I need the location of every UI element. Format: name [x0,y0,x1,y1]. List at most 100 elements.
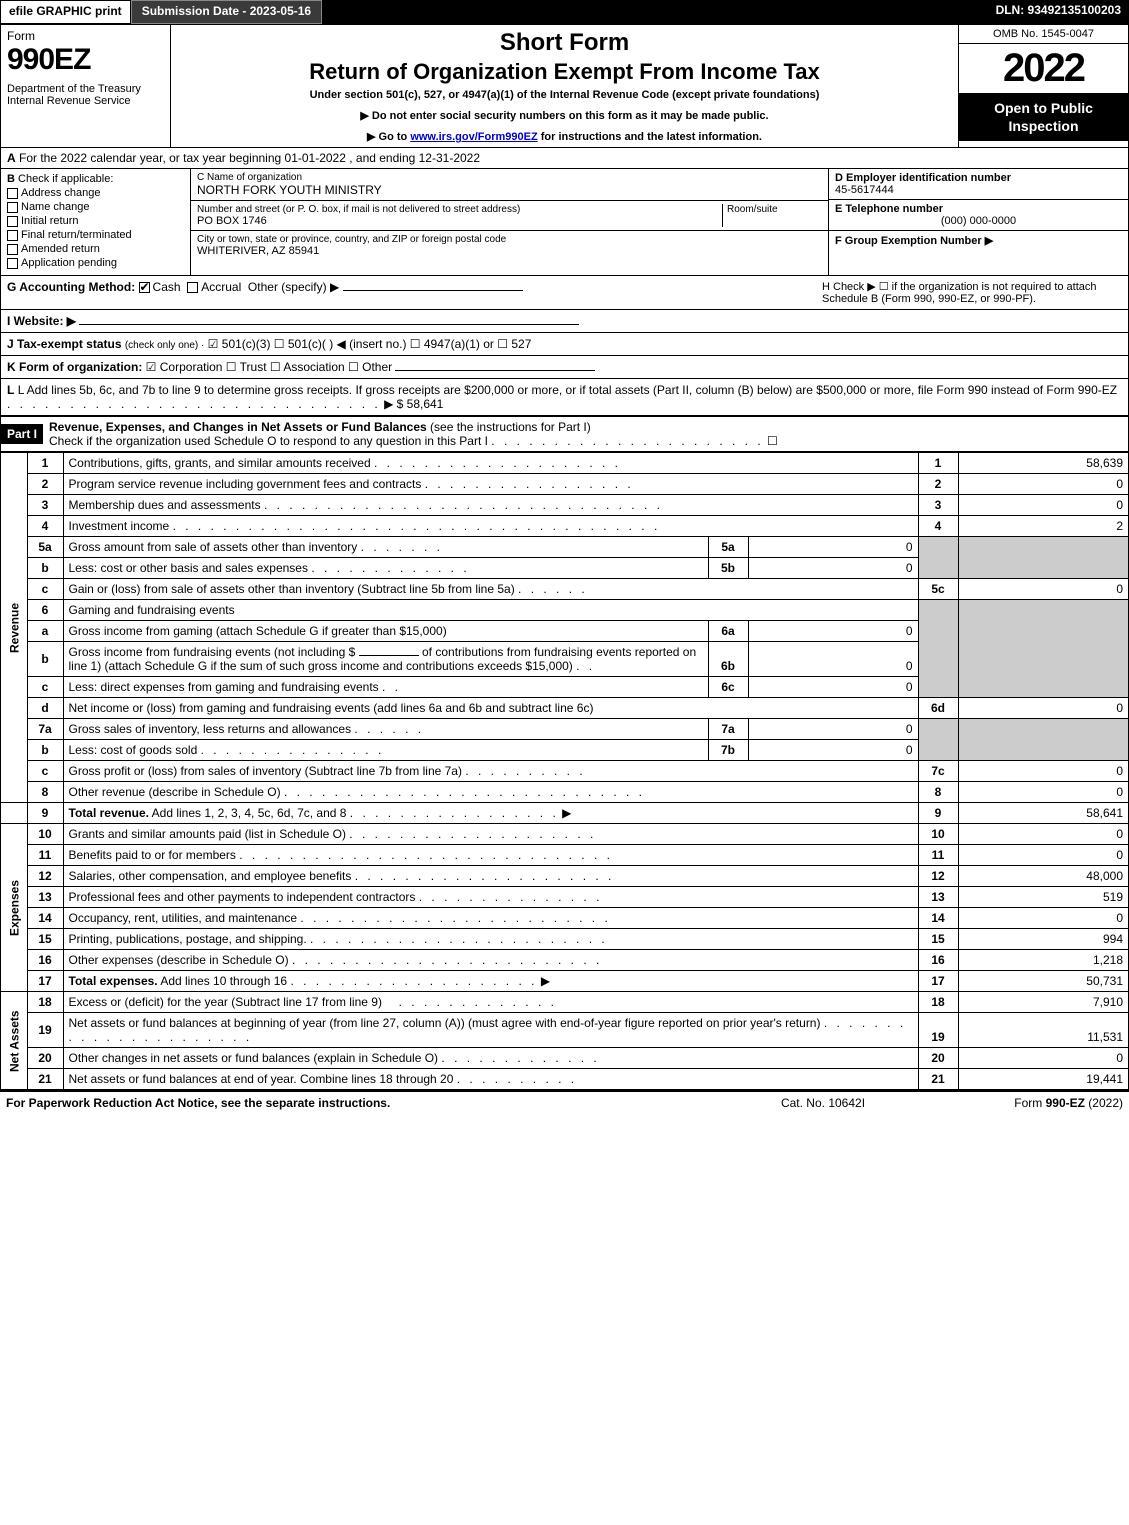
row-a-text: For the 2022 calendar year, or tax year … [19,151,480,165]
omb-number: OMB No. 1545-0047 [959,25,1128,44]
chk-final-return[interactable]: Final return/terminated [7,229,184,241]
line-12-val: 48,000 [958,866,1128,887]
form-of-org-label: K Form of organization: [7,360,142,374]
line-6d-no: d [27,698,63,719]
line-15-rno: 15 [918,929,958,950]
ein-label: D Employer identification number [835,172,1011,184]
line-1-no: 1 [27,453,63,474]
line-17-val: 50,731 [958,971,1128,992]
line-7b-desc: Less: cost of goods sold [69,743,198,757]
line-6d: d Net income or (loss) from gaming and f… [1,698,1128,719]
row-j: J Tax-exempt status (check only one) · ☑… [1,332,1128,356]
side-expenses: Expenses [1,824,27,992]
line-6a-sub: 6a [708,621,748,642]
line-16-desc: Other expenses (describe in Schedule O) [69,953,289,967]
line-13-val: 519 [958,887,1128,908]
submission-date-button[interactable]: Submission Date - 2023-05-16 [131,0,322,24]
line-5a-no: 5a [27,537,63,558]
accrual-label: Accrual [201,280,241,294]
line-9-desc: Total revenue. [69,806,149,820]
chk-name-change[interactable]: Name change [7,201,184,213]
part-1-table: Revenue 1 Contributions, gifts, grants, … [1,452,1128,1090]
line-6d-rno: 6d [918,698,958,719]
line-19-desc: Net assets or fund balances at beginning… [69,1016,821,1030]
line-11-no: 11 [27,845,63,866]
line-7c-rno: 7c [918,761,958,782]
dln-label: DLN: 93492135100203 [988,0,1129,24]
section-b-label: B [7,173,15,185]
line-9-rno: 9 [918,803,958,824]
line-3-desc: Membership dues and assessments [69,498,261,512]
line-5c-dots: . . . . . . [518,582,588,596]
efile-print-button[interactable]: efile GRAPHIC print [0,0,131,24]
line-1-rno: 1 [918,453,958,474]
org-name-value: NORTH FORK YOUTH MINISTRY [197,183,822,197]
line-6d-val: 0 [958,698,1128,719]
line-17: 17 Total expenses. Add lines 10 through … [1,971,1128,992]
line-7a-desc: Gross sales of inventory, less returns a… [69,722,352,736]
line-5c-no: c [27,579,63,600]
line-7a: 7a Gross sales of inventory, less return… [1,719,1128,740]
line-14: 14 Occupancy, rent, utilities, and maint… [1,908,1128,929]
line-7b-subval: 0 [748,740,918,761]
phone-label: E Telephone number [835,203,943,215]
line-21: 21 Net assets or fund balances at end of… [1,1069,1128,1090]
chk-initial-return[interactable]: Initial return [7,215,184,227]
chk-cash[interactable] [139,282,150,293]
irs-label: Internal Revenue Service [7,95,164,107]
room-suite-label: Room/suite [722,204,822,227]
line-14-no: 14 [27,908,63,929]
street-value: PO BOX 1746 [197,215,722,227]
line-4-rno: 4 [918,516,958,537]
row-l-arrow: ▶ $ [384,397,403,411]
line-5b-sub: 5b [708,558,748,579]
line-6b-subval: 0 [748,642,918,677]
line-14-dots: . . . . . . . . . . . . . . . . . . . . … [300,911,610,925]
line-7c-no: c [27,761,63,782]
line-4-dots: . . . . . . . . . . . . . . . . . . . . … [173,519,661,533]
line-19-val: 11,531 [958,1013,1128,1048]
line-9-arrow: ▶ [562,806,571,820]
line-1: Revenue 1 Contributions, gifts, grants, … [1,453,1128,474]
line-5a-dots: . . . . . . . [361,540,443,554]
side-net-assets: Net Assets [1,992,27,1090]
line-11: 11 Benefits paid to or for members . . .… [1,845,1128,866]
line-5a-subval: 0 [748,537,918,558]
form-container: Form 990EZ Department of the Treasury In… [0,24,1129,1091]
line-9-dots: . . . . . . . . . . . . . . . . . [350,806,559,820]
street-label: Number and street (or P. O. box, if mail… [197,204,722,215]
form-title: Return of Organization Exempt From Incom… [179,59,950,85]
chk-amended-return[interactable]: Amended return [7,243,184,255]
line-18-desc: Excess or (deficit) for the year (Subtra… [69,995,382,1009]
chk-address-change[interactable]: Address change [7,187,184,199]
tax-exempt-sub: (check only one) · [125,340,204,351]
line-18-no: 18 [27,992,63,1013]
line-20-rno: 20 [918,1048,958,1069]
chk-application-pending[interactable]: Application pending [7,257,184,269]
line-12-dots: . . . . . . . . . . . . . . . . . . . . … [355,869,615,883]
line-12: 12 Salaries, other compensation, and emp… [1,866,1128,887]
line-5a: 5a Gross amount from sale of assets othe… [1,537,1128,558]
line-17-desc2: Add lines 10 through 16 [158,974,287,988]
section-def: D Employer identification number 45-5617… [828,169,1128,275]
line-7a-sub: 7a [708,719,748,740]
row-a-label: A [7,151,16,165]
form-header-right: OMB No. 1545-0047 2022 Open to Public In… [958,25,1128,147]
city-label: City or town, state or province, country… [197,234,822,245]
line-5a-desc: Gross amount from sale of assets other t… [69,540,358,554]
side-revenue: Revenue [1,453,27,803]
line-12-desc: Salaries, other compensation, and employ… [69,869,352,883]
row-l-value: 58,641 [407,397,444,411]
top-bar: efile GRAPHIC print Submission Date - 20… [0,0,1129,24]
line-21-desc: Net assets or fund balances at end of ye… [69,1072,454,1086]
tax-exempt-opts: ☑ 501(c)(3) ☐ 501(c)( ) ◀ (insert no.) ☐… [208,337,532,351]
part-1-header: Part I Revenue, Expenses, and Changes in… [1,416,1128,452]
line-6a-subval: 0 [748,621,918,642]
irs-gov-link[interactable]: www.irs.gov/Form990EZ [410,131,537,143]
part-1-title-sub: (see the instructions for Part I) [430,420,591,434]
section-h: H Check ▶ ☐ if the organization is not r… [822,280,1122,305]
line-15-val: 994 [958,929,1128,950]
line-5b-subval: 0 [748,558,918,579]
chk-accrual[interactable] [187,282,198,293]
tax-exempt-label: J Tax-exempt status [7,337,122,351]
